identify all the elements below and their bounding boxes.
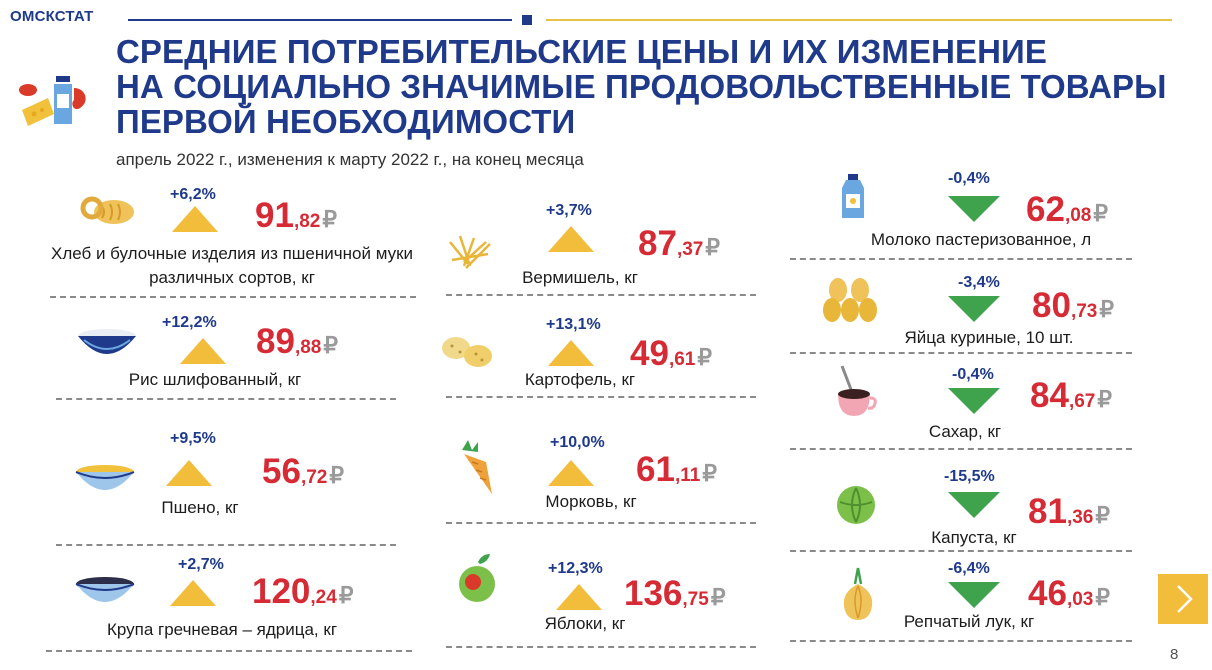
label-buckwheat: Крупа гречневая – ядрица, кг (106, 620, 338, 639)
change-rice: +12,2% (162, 314, 217, 331)
change-milk: -0,4% (948, 170, 990, 187)
label-potato: Картофель, кг (524, 370, 636, 389)
title-line-2: НА СОЦИАЛЬНО ЗНАЧИМЫЕ ПРОДОВОЛЬСТВЕННЫЕ … (116, 68, 1167, 105)
increase-triangle-icon (170, 580, 216, 606)
vermicelli-icon (449, 235, 491, 269)
onion-icon (843, 567, 873, 620)
title-line-3: ПЕРВОЙ НЕОБХОДИМОСТИ (116, 103, 576, 140)
sugar-cup-icon (838, 365, 877, 416)
change-bread: +6,2% (170, 186, 216, 203)
price-millet: 56,72₽ (262, 452, 344, 491)
eggs-icon (823, 278, 877, 322)
label-rice: Рис шлифованный, кг (128, 370, 302, 389)
price-potato: 49,61₽ (630, 334, 712, 373)
divider (790, 352, 1132, 354)
price-buckwheat: 120,24₽ (252, 572, 354, 611)
milk-bottle-icon (842, 174, 864, 218)
price-onion: 46,03₽ (1028, 574, 1110, 613)
decrease-triangle-icon (948, 492, 1000, 518)
change-eggs: -3,4% (958, 274, 1000, 291)
change-carrot: +10,0% (550, 434, 605, 451)
divider (446, 646, 756, 648)
label-onion: Репчатый лук, кг (903, 612, 1035, 631)
divider (790, 448, 1132, 450)
decrease-triangle-icon (948, 582, 1000, 608)
price-carrot: 61,11₽ (636, 450, 717, 489)
change-potato: +13,1% (546, 316, 601, 333)
divider (790, 550, 1132, 552)
divider (790, 258, 1132, 260)
price-rice: 89,88₽ (256, 322, 338, 361)
change-onion: -6,4% (948, 560, 990, 577)
price-apple: 136,75₽ (624, 574, 726, 613)
change-buckwheat: +2,7% (178, 556, 224, 573)
label-millet: Пшено, кг (161, 498, 239, 517)
header-divider-gold (546, 19, 1172, 21)
price-cabbage: 81,36₽ (1028, 492, 1110, 531)
chevron-right-icon (1177, 585, 1193, 613)
increase-triangle-icon (548, 340, 594, 366)
buckwheat-bowl-icon (75, 577, 135, 602)
divider (50, 296, 416, 298)
carrot-icon (462, 440, 492, 494)
decrease-triangle-icon (948, 388, 1000, 414)
rice-bowl-icon (78, 329, 136, 354)
increase-triangle-icon (166, 460, 212, 486)
cabbage-icon (837, 486, 875, 524)
bread-icon (80, 196, 134, 224)
label-bread: Хлеб и булочные изделия из пшеничной мук… (50, 244, 414, 287)
potato-icon (442, 337, 492, 367)
page-number: 8 (1170, 646, 1179, 663)
header-divider-square (522, 15, 532, 25)
decrease-triangle-icon (948, 196, 1000, 222)
divider (446, 522, 756, 524)
divider (46, 650, 412, 652)
page-title: СРЕДНИЕ ПОТРЕБИТЕЛЬСКИЕ ЦЕНЫ И ИХ ИЗМЕНЕ… (116, 34, 1167, 139)
page-subtitle: апрель 2022 г., изменения к марту 2022 г… (116, 150, 584, 169)
brand-name: ОМСКСТАТ (10, 8, 94, 25)
increase-triangle-icon (548, 226, 594, 252)
change-sugar: -0,4% (952, 366, 994, 383)
price-sugar: 84,67₽ (1030, 376, 1112, 415)
label-vermicelli: Вермишель, кг (522, 268, 638, 287)
divider (446, 294, 756, 296)
apple-icon (459, 554, 495, 602)
divider (446, 396, 756, 398)
change-vermicelli: +3,7% (546, 202, 592, 219)
label-milk: Молоко пастеризованное, л (870, 230, 1092, 249)
price-milk: 62,08₽ (1026, 190, 1108, 229)
label-cabbage: Капуста, кг (931, 528, 1017, 547)
label-apple: Яблоки, кг (544, 614, 626, 633)
price-bread: 91,82₽ (255, 196, 337, 235)
change-apple: +12,3% (548, 560, 603, 577)
increase-triangle-icon (172, 206, 218, 232)
price-eggs: 80,73₽ (1032, 286, 1114, 325)
groceries-icon (19, 76, 86, 126)
decrease-triangle-icon (948, 296, 1000, 322)
increase-triangle-icon (180, 338, 226, 364)
label-carrot: Морковь, кг (545, 492, 637, 511)
millet-bowl-icon (75, 465, 135, 490)
change-cabbage: -15,5% (944, 468, 995, 485)
increase-triangle-icon (556, 584, 602, 610)
increase-triangle-icon (548, 460, 594, 486)
label-eggs: Яйца куриные, 10 шт. (904, 328, 1074, 347)
divider (790, 640, 1132, 642)
title-line-1: СРЕДНИЕ ПОТРЕБИТЕЛЬСКИЕ ЦЕНЫ И ИХ ИЗМЕНЕ… (116, 33, 1047, 70)
header-divider-blue (128, 19, 512, 21)
price-vermicelli: 87,37₽ (638, 224, 720, 263)
divider (56, 398, 396, 400)
change-millet: +9,5% (170, 430, 216, 447)
label-sugar: Сахар, кг (928, 422, 1002, 441)
divider (56, 544, 396, 546)
next-slide-button[interactable] (1158, 574, 1208, 624)
